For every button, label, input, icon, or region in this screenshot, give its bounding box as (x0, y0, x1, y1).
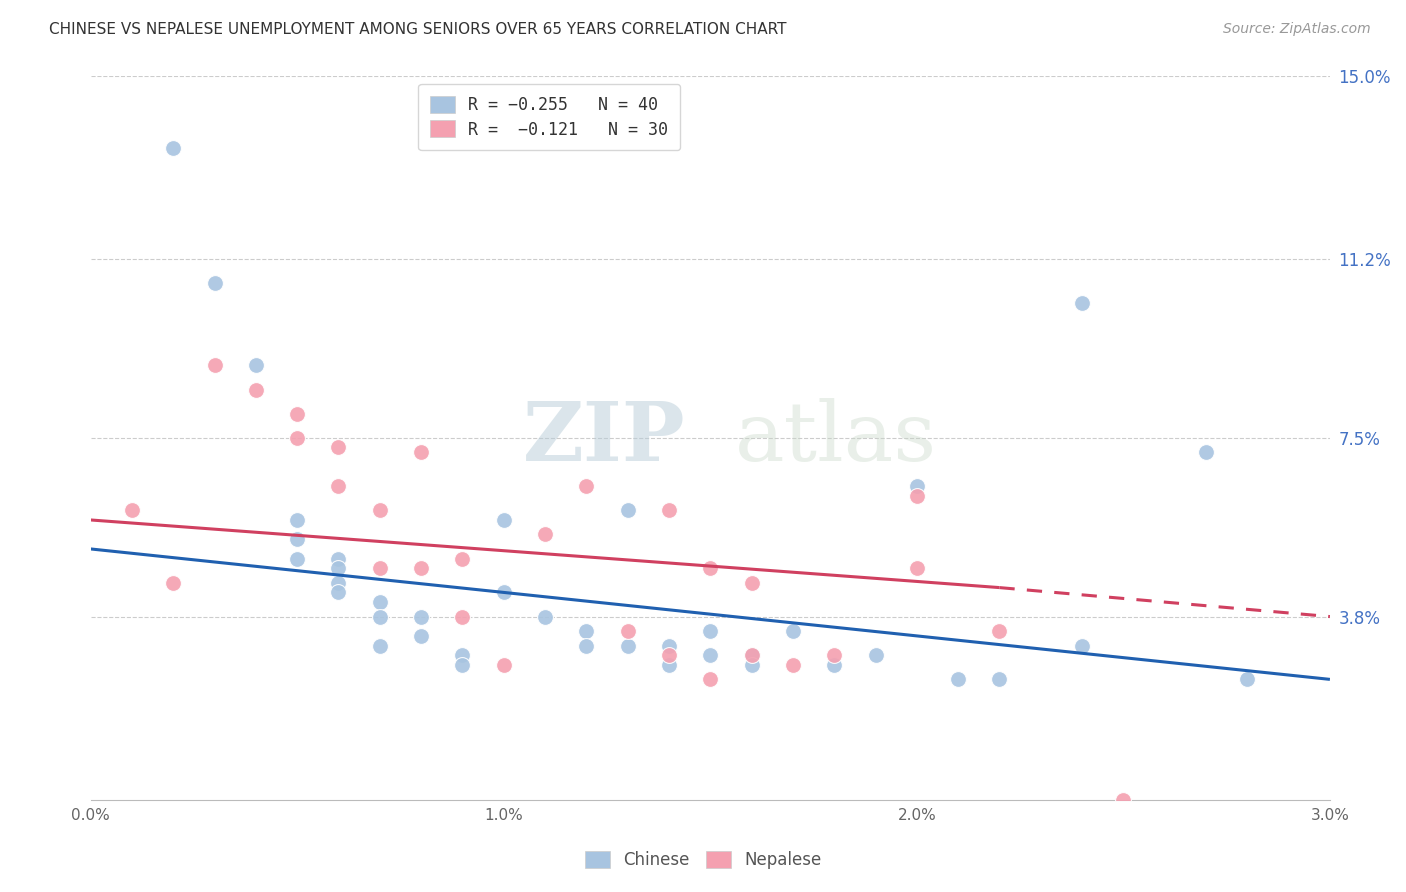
Point (121, 503, 143, 517)
Point (988, 673, 1011, 687)
Point (1071, 295, 1094, 310)
Point (1112, 793, 1135, 807)
Point (204, 277, 226, 291)
Point (616, 503, 638, 517)
Point (285, 407, 308, 421)
Point (368, 503, 391, 517)
Point (245, 383, 267, 397)
Point (658, 503, 681, 517)
Point (616, 639, 638, 653)
Point (409, 561, 432, 575)
Point (865, 648, 887, 663)
Point (368, 609, 391, 624)
Point (741, 648, 763, 663)
Point (328, 561, 350, 575)
Point (575, 639, 598, 653)
Point (285, 551, 308, 566)
Point (162, 141, 184, 155)
Point (451, 609, 474, 624)
Point (905, 479, 928, 493)
Point (658, 648, 681, 663)
Point (823, 657, 845, 672)
Point (328, 441, 350, 455)
Point (741, 657, 763, 672)
Point (823, 648, 845, 663)
Point (328, 479, 350, 493)
Point (658, 639, 681, 653)
Point (368, 561, 391, 575)
Text: CHINESE VS NEPALESE UNEMPLOYMENT AMONG SENIORS OVER 65 YEARS CORRELATION CHART: CHINESE VS NEPALESE UNEMPLOYMENT AMONG S… (49, 22, 787, 37)
Point (658, 657, 681, 672)
Point (328, 551, 350, 566)
Point (245, 359, 267, 373)
Legend: Chinese, Nepalese: Chinese, Nepalese (575, 841, 831, 880)
Point (285, 533, 308, 547)
Point (699, 648, 721, 663)
Point (699, 624, 721, 638)
Point (905, 561, 928, 575)
Point (905, 489, 928, 503)
Point (575, 479, 598, 493)
Point (328, 575, 350, 590)
Point (451, 648, 474, 663)
Point (328, 585, 350, 599)
Point (409, 445, 432, 459)
Point (575, 624, 598, 638)
Point (162, 575, 184, 590)
Text: atlas: atlas (735, 398, 938, 478)
Point (782, 657, 804, 672)
Point (285, 513, 308, 527)
Point (409, 629, 432, 643)
Point (492, 513, 515, 527)
Point (741, 575, 763, 590)
Point (409, 609, 432, 624)
Point (451, 551, 474, 566)
Point (741, 648, 763, 663)
Point (285, 431, 308, 445)
Point (534, 527, 557, 541)
Point (1195, 445, 1218, 459)
Point (1236, 673, 1258, 687)
Point (368, 595, 391, 609)
Point (451, 657, 474, 672)
Point (204, 359, 226, 373)
Point (699, 673, 721, 687)
Point (534, 609, 557, 624)
Point (946, 673, 969, 687)
Text: Source: ZipAtlas.com: Source: ZipAtlas.com (1223, 22, 1371, 37)
Point (782, 624, 804, 638)
Point (699, 561, 721, 575)
Point (616, 624, 638, 638)
Point (1071, 639, 1094, 653)
Legend: R = −0.255   N = 40, R =  −0.121   N = 30: R = −0.255 N = 40, R = −0.121 N = 30 (419, 84, 681, 150)
Point (492, 585, 515, 599)
Point (368, 639, 391, 653)
Point (492, 657, 515, 672)
Text: ZIP: ZIP (523, 398, 686, 478)
Point (988, 624, 1011, 638)
